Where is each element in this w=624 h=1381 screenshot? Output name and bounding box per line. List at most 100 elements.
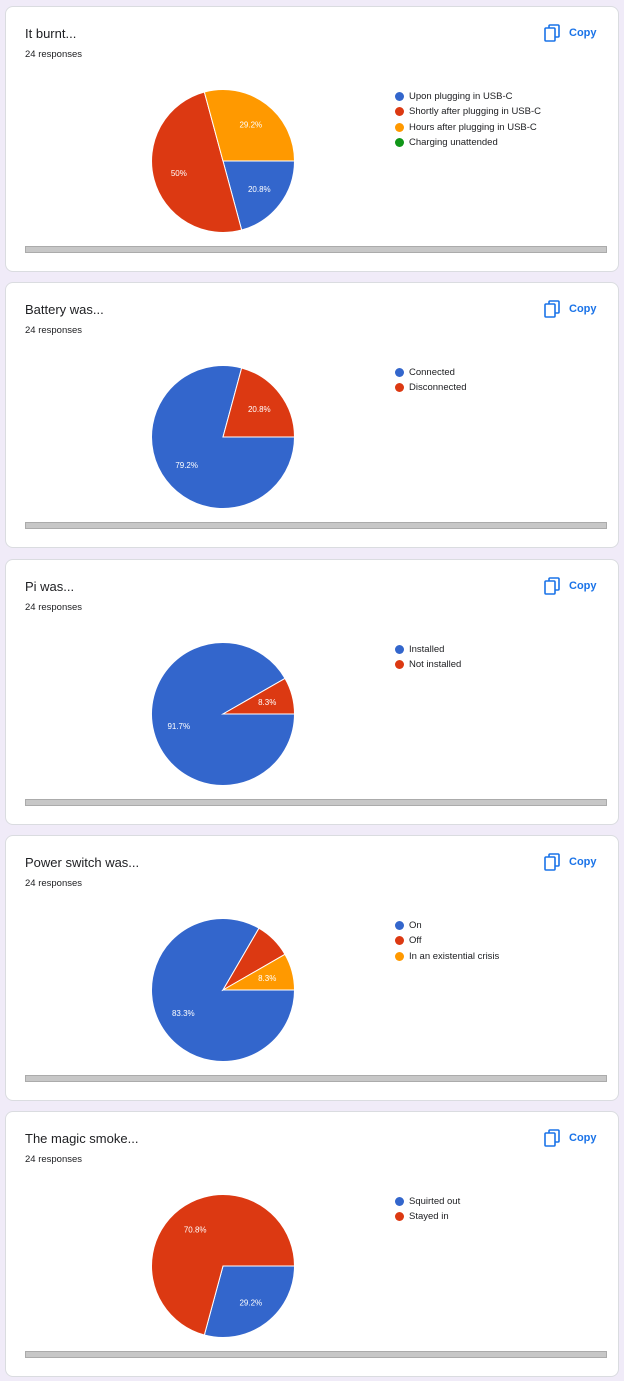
legend-item[interactable]: Stayed in — [395, 1209, 460, 1224]
pie-slice-label: 91.7% — [167, 722, 190, 731]
legend-swatch — [395, 92, 404, 102]
legend-label: Shortly after plugging in USB-C — [409, 106, 542, 118]
legend-swatch — [395, 1197, 404, 1207]
pie-slice-label: 70.8% — [184, 1226, 207, 1235]
pie-slice-label: 79.2% — [175, 461, 198, 470]
pie-slice-squirted-out[interactable] — [203, 1265, 296, 1338]
pie-slice-disconnected[interactable] — [222, 367, 296, 438]
legend-swatch — [395, 383, 404, 393]
legend-swatch — [395, 936, 404, 946]
legend-swatch — [395, 645, 404, 655]
question-title: Battery was... — [25, 302, 104, 317]
response-count: 24 responses — [25, 602, 83, 613]
pie-slice-label: 83.3% — [172, 1009, 195, 1018]
copy-icon — [544, 24, 560, 42]
pie-slice-not-installed[interactable] — [221, 677, 296, 715]
legend-item[interactable]: Squirted out — [395, 1194, 460, 1209]
pie-chart: 20.8% 50% 29.2% — [151, 89, 296, 233]
legend-item[interactable]: Installed — [395, 642, 461, 657]
legend-swatch — [395, 368, 404, 378]
pie-slice-label: 29.2% — [239, 121, 262, 130]
response-count: 24 responses — [25, 325, 83, 336]
question-card: Power switch was... 24 responses Copy 83.3%… — [5, 835, 619, 1101]
legend-label: Stayed in — [409, 1211, 449, 1223]
copy-icon — [544, 1129, 560, 1147]
pie-slice-shortly-after-plugging-in-usb-c[interactable] — [151, 91, 243, 233]
legend-item[interactable]: Charging unattended — [395, 135, 541, 150]
legend-label: Not installed — [409, 659, 462, 671]
legend-swatch — [395, 122, 404, 132]
pie-slice-label: 20.8% — [248, 405, 271, 414]
legend-item[interactable]: Upon plugging in USB-C — [395, 89, 541, 104]
copy-chart-button[interactable]: Copy — [544, 852, 597, 872]
legend-item[interactable]: Hours after plugging in USB-C — [395, 120, 541, 135]
chart-legend: Squirted out Stayed in — [395, 1194, 460, 1225]
copy-chart-button[interactable]: Copy — [544, 299, 597, 319]
pie-slice-label: 29.2% — [239, 1298, 262, 1307]
question-title: The magic smoke... — [25, 1131, 139, 1146]
copy-label: Copy — [569, 303, 597, 315]
legend-swatch — [395, 660, 404, 670]
copy-label: Copy — [569, 856, 597, 868]
copy-icon — [544, 577, 560, 595]
horizontal-scrollbar[interactable] — [25, 1075, 607, 1082]
horizontal-scrollbar[interactable] — [25, 799, 607, 806]
pie-slice-label: 50% — [171, 169, 187, 178]
horizontal-scrollbar[interactable] — [25, 522, 607, 529]
pie-slice-label: 8.3% — [258, 974, 276, 983]
pie-slice-hours-after-plugging-in-usb-c[interactable] — [203, 89, 296, 162]
legend-label: Charging unattended — [409, 137, 498, 149]
legend-label: On — [409, 920, 422, 932]
question-card: Pi was... 24 responses Copy 91.7% 8.3% Instal… — [5, 559, 619, 825]
question-card: It burnt... 24 responses Copy 20.8% 50% 29.2%… — [5, 6, 619, 272]
copy-label: Copy — [569, 580, 597, 592]
pie-chart: 79.2% 20.8% — [151, 365, 296, 509]
legend-item[interactable]: Not installed — [395, 657, 461, 672]
copy-chart-button[interactable]: Copy — [544, 23, 597, 43]
chart-legend: Upon plugging in USB-C Shortly after plug… — [395, 89, 541, 150]
chart-legend: Installed Not installed — [395, 642, 461, 673]
legend-label: Connected — [409, 367, 455, 379]
pie-slice-label: 20.8% — [248, 185, 271, 194]
copy-label: Copy — [569, 1132, 597, 1144]
question-card: The magic smoke... 24 responses Copy 29.2% 7… — [5, 1111, 619, 1377]
legend-item[interactable]: On — [395, 918, 499, 933]
response-count: 24 responses — [25, 49, 83, 60]
legend-swatch — [395, 138, 404, 148]
legend-label: Off — [409, 935, 422, 947]
legend-swatch — [395, 107, 404, 117]
legend-item[interactable]: Disconnected — [395, 380, 467, 395]
question-title: It burnt... — [25, 26, 77, 41]
legend-swatch — [395, 1212, 404, 1222]
question-title: Power switch was... — [25, 855, 140, 870]
legend-label: Disconnected — [409, 382, 467, 394]
legend-label: Squirted out — [409, 1196, 461, 1208]
question-card: Battery was... 24 responses Copy 79.2% 20.8%… — [5, 282, 619, 548]
legend-label: Installed — [409, 644, 445, 656]
legend-label: Hours after plugging in USB-C — [409, 121, 537, 133]
legend-item[interactable]: Shortly after plugging in USB-C — [395, 104, 541, 119]
pie-slice-in-an-existential-crisis[interactable] — [221, 953, 296, 991]
response-count: 24 responses — [25, 878, 83, 889]
pie-chart: 83.3% 8.3% — [151, 918, 296, 1062]
pie-chart: 91.7% 8.3% — [151, 642, 296, 786]
copy-chart-button[interactable]: Copy — [544, 576, 597, 596]
pie-slice-upon-plugging-in-usb-c[interactable] — [222, 160, 296, 231]
legend-label: In an existential crisis — [409, 950, 500, 962]
pie-slice-label: 8.3% — [258, 698, 276, 707]
question-title: Pi was... — [25, 579, 75, 594]
chart-legend: On Off In an existential crisis — [395, 918, 499, 964]
copy-icon — [544, 300, 560, 318]
legend-swatch — [395, 951, 404, 961]
copy-label: Copy — [569, 27, 597, 39]
copy-chart-button[interactable]: Copy — [544, 1128, 597, 1148]
copy-icon — [544, 853, 560, 871]
legend-swatch — [395, 921, 404, 931]
pie-chart: 29.2% 70.8% — [151, 1194, 296, 1338]
horizontal-scrollbar[interactable] — [25, 246, 607, 253]
legend-item[interactable]: In an existential crisis — [395, 949, 499, 964]
legend-item[interactable]: Off — [395, 933, 499, 948]
legend-item[interactable]: Connected — [395, 365, 467, 380]
horizontal-scrollbar[interactable] — [25, 1351, 607, 1358]
pie-slice-stayed-in[interactable] — [151, 1194, 296, 1336]
